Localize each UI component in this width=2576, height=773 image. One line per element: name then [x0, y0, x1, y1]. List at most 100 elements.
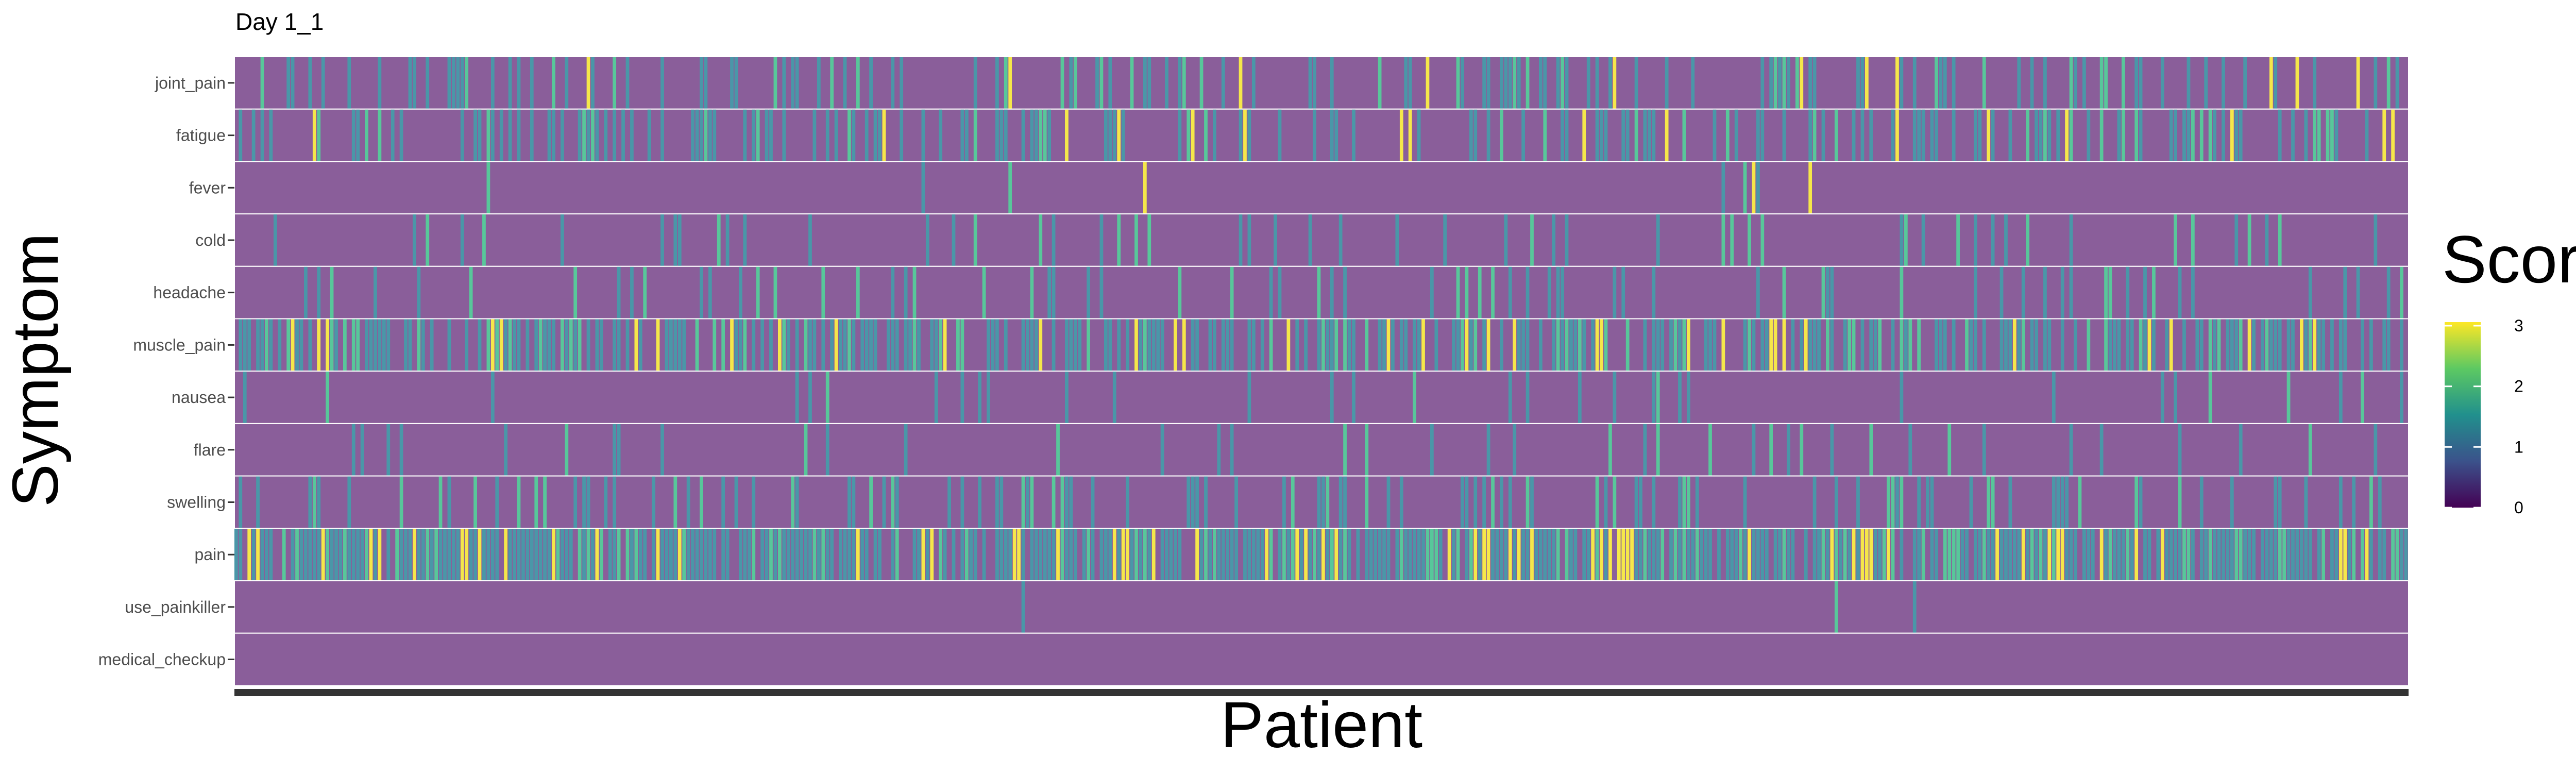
heatmap-cell	[1060, 529, 1064, 580]
heatmap-cell	[934, 372, 938, 423]
heatmap-cell	[734, 57, 738, 109]
heatmap-cell	[1969, 319, 1973, 371]
heatmap-cell	[482, 529, 486, 580]
heatmap-cell	[1908, 424, 1912, 476]
heatmap-cell	[1539, 319, 1543, 371]
heatmap-cell	[1126, 319, 1129, 371]
heatmap-cell	[578, 319, 582, 371]
heatmap-cell	[613, 319, 617, 371]
heatmap-cell	[1678, 476, 1682, 528]
heatmap-cell	[504, 529, 508, 580]
heatmap-cell	[1404, 529, 1408, 580]
heatmap-cell	[1338, 214, 1343, 266]
heatmap-cell	[2265, 319, 2269, 371]
heatmap-cell	[987, 372, 990, 423]
heatmap-cell	[2113, 319, 2116, 371]
heatmap-cell	[1330, 529, 1334, 580]
heatmap-cell	[2178, 424, 2182, 476]
heatmap-cell	[1821, 266, 1825, 318]
heatmap-cell	[552, 57, 555, 109]
heatmap-cell	[1486, 57, 1490, 109]
heatmap-cell	[1952, 529, 1956, 580]
heatmap-cell	[1748, 214, 1751, 266]
heatmap-row-headache	[234, 265, 2409, 320]
heatmap-cell	[1330, 266, 1334, 318]
heatmap-cell	[982, 266, 986, 318]
heatmap-cell	[1130, 57, 1134, 109]
heatmap-cell	[2117, 529, 2121, 580]
y-tick-label-muscle_pain: muscle_pain	[133, 335, 226, 354]
heatmap-cell	[1856, 529, 1860, 580]
heatmap-cell	[1556, 529, 1560, 580]
heatmap-cell	[1595, 109, 1599, 161]
heatmap-cell	[1482, 57, 1486, 109]
heatmap-cell	[1656, 424, 1660, 476]
heatmap-cell	[2374, 424, 2378, 476]
heatmap-cell	[739, 529, 742, 580]
heatmap-cell	[2400, 372, 2403, 423]
heatmap-cell	[547, 529, 551, 580]
heatmap-cell	[2017, 529, 2021, 580]
heatmap-cell	[1812, 109, 1817, 161]
heatmap-cell	[1613, 476, 1617, 528]
heatmap-cell	[1782, 266, 1786, 318]
heatmap-cell	[2274, 476, 2278, 528]
heatmap-cell	[1600, 319, 1603, 371]
heatmap-cell	[317, 529, 321, 580]
heatmap-cell	[865, 529, 869, 580]
heatmap-cell	[543, 319, 547, 371]
heatmap-cell	[365, 529, 368, 580]
heatmap-cell	[1221, 529, 1225, 580]
heatmap-cell	[1178, 529, 1182, 580]
heatmap-cell	[1039, 109, 1043, 161]
heatmap-cell	[2082, 529, 2086, 580]
heatmap-cell	[2269, 529, 2273, 580]
heatmap-cell	[2026, 529, 2030, 580]
heatmap-cell	[2213, 109, 2216, 161]
heatmap-cell	[2113, 529, 2116, 580]
heatmap-cell	[1052, 319, 1056, 371]
heatmap-cell	[973, 529, 977, 580]
heatmap-cell	[1230, 529, 1234, 580]
heatmap-cell	[1869, 529, 1873, 580]
heatmap-cell	[1856, 476, 1860, 528]
heatmap-cell	[452, 57, 455, 109]
heatmap-cell	[2108, 266, 2112, 318]
heatmap-cell	[1500, 319, 1503, 371]
heatmap-cell	[2369, 476, 2373, 528]
heatmap-cell	[1860, 57, 1865, 109]
heatmap-cell	[769, 529, 773, 580]
heatmap-cell	[1617, 529, 1621, 580]
heatmap-cell	[1195, 319, 1199, 371]
heatmap-cell	[2278, 529, 2282, 580]
heatmap-cell	[1821, 109, 1825, 161]
heatmap-cell	[2043, 266, 2047, 318]
heatmap-cell	[1456, 266, 1460, 318]
heatmap-cell	[317, 266, 321, 318]
heatmap-cell	[1900, 266, 1904, 318]
heatmap-cell	[260, 529, 264, 580]
heatmap-cell	[878, 109, 882, 161]
heatmap-cell	[2117, 109, 2121, 161]
heatmap-cell	[2074, 57, 2077, 109]
heatmap-cell	[1900, 476, 1904, 528]
heatmap-cell	[417, 319, 421, 371]
heatmap-cell	[1660, 319, 1665, 371]
heatmap-cell	[1743, 162, 1747, 214]
heatmap-cell	[721, 319, 725, 371]
heatmap-cell	[1151, 319, 1156, 371]
heatmap-cell	[1500, 109, 1503, 161]
heatmap-cell	[356, 109, 360, 161]
heatmap-cell	[1826, 529, 1829, 580]
heatmap-cell	[291, 529, 295, 580]
heatmap-cell	[839, 319, 842, 371]
heatmap-cell	[1021, 476, 1025, 528]
heatmap-cell	[291, 57, 295, 109]
heatmap-cell	[2369, 529, 2373, 580]
heatmap-cell	[1713, 109, 1717, 161]
heatmap-cell	[2139, 476, 2143, 528]
heatmap-cell	[673, 214, 677, 266]
heatmap-cell	[1021, 319, 1025, 371]
heatmap-cell	[1417, 529, 1421, 580]
heatmap-cell	[426, 529, 430, 580]
